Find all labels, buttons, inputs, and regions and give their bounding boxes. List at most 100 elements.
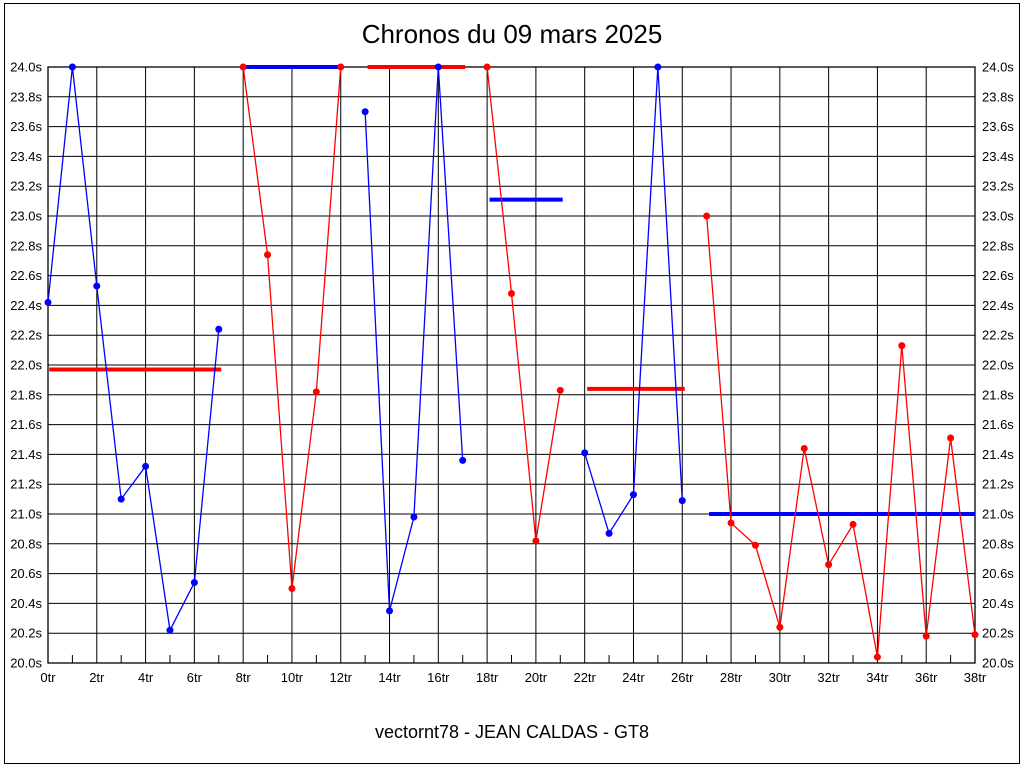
chrono-blue-point [361, 108, 369, 116]
x-tick-label: 12tr [330, 670, 353, 685]
chrono-blue-point [93, 282, 101, 290]
y-tick-label-left: 23.0s [10, 209, 42, 224]
chart-title: Chronos du 09 mars 2025 [361, 19, 663, 49]
chrono-red-point [288, 585, 296, 592]
x-tick-label: 38tr [964, 670, 987, 685]
x-tick-label: 24tr [622, 670, 645, 685]
y-tick-label-right: 21.2s [982, 477, 1014, 492]
y-tick-label-right: 20.8s [982, 536, 1014, 551]
chrono-red-point [264, 251, 272, 259]
chrono-blue-point [654, 63, 662, 71]
chrono-blue-point [44, 298, 52, 306]
y-tick-label-right: 22.8s [982, 238, 1014, 253]
x-tick-label: 6tr [187, 670, 203, 685]
chrono-red-point [922, 632, 930, 640]
chrono-red-point [703, 212, 711, 220]
y-tick-label-left: 20.6s [10, 566, 42, 581]
y-tick-label-left: 22.0s [10, 358, 42, 373]
x-tick-label: 32tr [817, 670, 840, 685]
y-tick-label-right: 23.0s [982, 209, 1014, 224]
y-tick-label-left: 23.2s [10, 179, 42, 194]
y-tick-label-left: 24.0s [10, 60, 42, 75]
y-tick-label-left: 22.6s [10, 268, 42, 283]
y-tick-label-right: 22.2s [982, 328, 1014, 343]
chrono-blue-point [215, 325, 223, 333]
y-tick-label-right: 21.0s [982, 507, 1014, 522]
x-tick-label: 22tr [573, 670, 596, 685]
y-tick-label-left: 22.8s [10, 238, 42, 253]
chrono-blue-point [629, 491, 637, 499]
chrono-blue-line [47, 66, 220, 633]
chrono-red-point [239, 63, 247, 71]
chrono-red-point [898, 342, 906, 350]
chrono-red-point [800, 444, 808, 452]
chrono-red-point [337, 63, 345, 71]
y-tick-label-right: 23.6s [982, 119, 1014, 134]
x-tick-label: 30tr [769, 670, 792, 685]
y-tick-label-left: 23.6s [10, 119, 42, 134]
chrono-red-line [486, 66, 561, 541]
y-tick-label-right: 20.0s [982, 656, 1014, 671]
y-tick-label-right: 20.6s [982, 566, 1014, 581]
chrono-blue-line [364, 66, 464, 612]
chrono-blue-point [605, 529, 613, 537]
y-tick-label-right: 23.4s [982, 149, 1014, 164]
y-tick-label-right: 23.2s [982, 179, 1014, 194]
chrono-red-point [751, 541, 759, 549]
y-tick-label-left: 21.4s [10, 447, 42, 462]
chrono-red-point [776, 623, 784, 631]
chrono-red-point [727, 519, 735, 527]
y-tick-label-right: 23.8s [982, 89, 1014, 104]
x-tick-label: 2tr [89, 670, 105, 685]
chrono-blue-point [386, 607, 394, 615]
y-tick-label-left: 22.4s [10, 298, 42, 313]
chrono-blue-point [410, 513, 418, 521]
y-tick-label-right: 21.6s [982, 417, 1014, 432]
chrono-red-point [849, 520, 857, 528]
chrono-red-point [971, 631, 979, 639]
x-tick-label: 4tr [138, 670, 154, 685]
chrono-blue-point [581, 449, 589, 457]
y-tick-label-left: 22.2s [10, 328, 42, 343]
plot-border [47, 66, 976, 664]
y-tick-label-right: 22.6s [982, 268, 1014, 283]
y-tick-label-left: 21.6s [10, 417, 42, 432]
y-tick-label-left: 20.0s [10, 656, 42, 671]
y-tick-label-left: 20.4s [10, 596, 42, 611]
x-tick-label: 34tr [866, 670, 889, 685]
chrono-blue-point [68, 63, 76, 71]
chrono-red-point [483, 63, 491, 71]
y-tick-label-right: 21.8s [982, 387, 1014, 402]
x-tick-label: 28tr [720, 670, 743, 685]
chrono-red-line [706, 215, 976, 658]
x-tick-label: 36tr [915, 670, 938, 685]
chart-footer: vectornt78 - JEAN CALDAS - GT8 [374, 722, 650, 742]
y-tick-label-right: 20.4s [982, 596, 1014, 611]
chrono-blue-point [678, 497, 686, 505]
y-tick-label-left: 20.2s [10, 626, 42, 641]
x-tick-label: 26tr [671, 670, 694, 685]
chrono-red-point [508, 289, 515, 297]
x-tick-label: 10tr [281, 670, 304, 685]
chrono-red-point [532, 537, 540, 545]
x-tick-label: 16tr [427, 670, 450, 685]
y-tick-label-left: 23.8s [10, 89, 42, 104]
y-tick-label-right: 24.0s [982, 60, 1014, 75]
y-tick-label-left: 23.4s [10, 149, 42, 164]
x-tick-label: 18tr [476, 670, 499, 685]
y-tick-label-left: 21.0s [10, 507, 42, 522]
y-tick-label-right: 22.0s [982, 358, 1014, 373]
chrono-red-point [556, 386, 564, 394]
x-tick-label: 8tr [236, 670, 252, 685]
chrono-blue-point [434, 63, 442, 71]
x-tick-label: 14tr [378, 670, 401, 685]
y-tick-label-left: 20.8s [10, 536, 42, 551]
chrono-red-point [873, 653, 881, 661]
chrono-blue-point [459, 456, 467, 464]
y-tick-label-left: 21.8s [10, 387, 42, 402]
chrono-red-point [825, 561, 833, 569]
chrono-blue-point [142, 462, 150, 470]
chrono-blue-point [166, 626, 174, 634]
